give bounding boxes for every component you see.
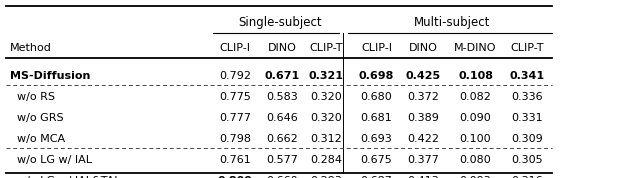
Text: 0.082: 0.082: [460, 92, 492, 102]
Text: 0.798: 0.798: [220, 134, 252, 144]
Text: 0.413: 0.413: [408, 176, 440, 178]
Text: 0.698: 0.698: [359, 71, 394, 81]
Text: 0.321: 0.321: [308, 71, 344, 81]
Text: 0.293: 0.293: [310, 176, 342, 178]
Text: CLIP-I: CLIP-I: [361, 43, 392, 53]
Text: 0.660: 0.660: [266, 176, 298, 178]
Text: w/o LG w/ IAL&TAL: w/o LG w/ IAL&TAL: [10, 176, 120, 178]
Text: 0.377: 0.377: [408, 155, 440, 165]
Text: 0.422: 0.422: [408, 134, 440, 144]
Text: 0.777: 0.777: [220, 113, 252, 123]
Text: 0.331: 0.331: [511, 113, 543, 123]
Text: 0.583: 0.583: [266, 92, 298, 102]
Text: 0.662: 0.662: [266, 134, 298, 144]
Text: 0.646: 0.646: [266, 113, 298, 123]
Text: 0.775: 0.775: [220, 92, 252, 102]
Text: 0.316: 0.316: [511, 176, 543, 178]
Text: Single-subject: Single-subject: [239, 16, 323, 29]
Text: 0.671: 0.671: [265, 71, 300, 81]
Text: 0.090: 0.090: [460, 113, 492, 123]
Text: 0.341: 0.341: [509, 71, 545, 81]
Text: 0.577: 0.577: [266, 155, 298, 165]
Text: 0.792: 0.792: [220, 71, 252, 81]
Text: 0.425: 0.425: [406, 71, 441, 81]
Text: w/o MCA: w/o MCA: [10, 134, 65, 144]
Text: 0.336: 0.336: [511, 92, 543, 102]
Text: 0.389: 0.389: [408, 113, 440, 123]
Text: Method: Method: [10, 43, 51, 53]
Text: 0.080: 0.080: [460, 155, 492, 165]
Text: w/o GRS: w/o GRS: [10, 113, 63, 123]
Text: DINO: DINO: [409, 43, 438, 53]
Text: 0.372: 0.372: [408, 92, 440, 102]
Text: 0.761: 0.761: [220, 155, 252, 165]
Text: 0.305: 0.305: [511, 155, 543, 165]
Text: 0.309: 0.309: [511, 134, 543, 144]
Text: w/o RS: w/o RS: [10, 92, 54, 102]
Text: Multi-subject: Multi-subject: [413, 16, 490, 29]
Text: 0.693: 0.693: [360, 134, 392, 144]
Text: DINO: DINO: [268, 43, 297, 53]
Text: 0.687: 0.687: [360, 176, 392, 178]
Text: 0.093: 0.093: [460, 176, 492, 178]
Text: 0.320: 0.320: [310, 92, 342, 102]
Text: 0.108: 0.108: [458, 71, 493, 81]
Text: 0.312: 0.312: [310, 134, 342, 144]
Text: CLIP-T: CLIP-T: [510, 43, 544, 53]
Text: 0.681: 0.681: [360, 113, 392, 123]
Text: 0.675: 0.675: [360, 155, 392, 165]
Text: 0.809: 0.809: [218, 176, 253, 178]
Text: M-DINO: M-DINO: [454, 43, 497, 53]
Text: w/o LG w/ IAL: w/o LG w/ IAL: [10, 155, 92, 165]
Text: 0.320: 0.320: [310, 113, 342, 123]
Text: 0.100: 0.100: [460, 134, 492, 144]
Text: CLIP-I: CLIP-I: [220, 43, 251, 53]
Text: CLIP-T: CLIP-T: [310, 43, 343, 53]
Text: 0.680: 0.680: [360, 92, 392, 102]
Text: 0.284: 0.284: [310, 155, 342, 165]
Text: MS-Diffusion: MS-Diffusion: [10, 71, 90, 81]
